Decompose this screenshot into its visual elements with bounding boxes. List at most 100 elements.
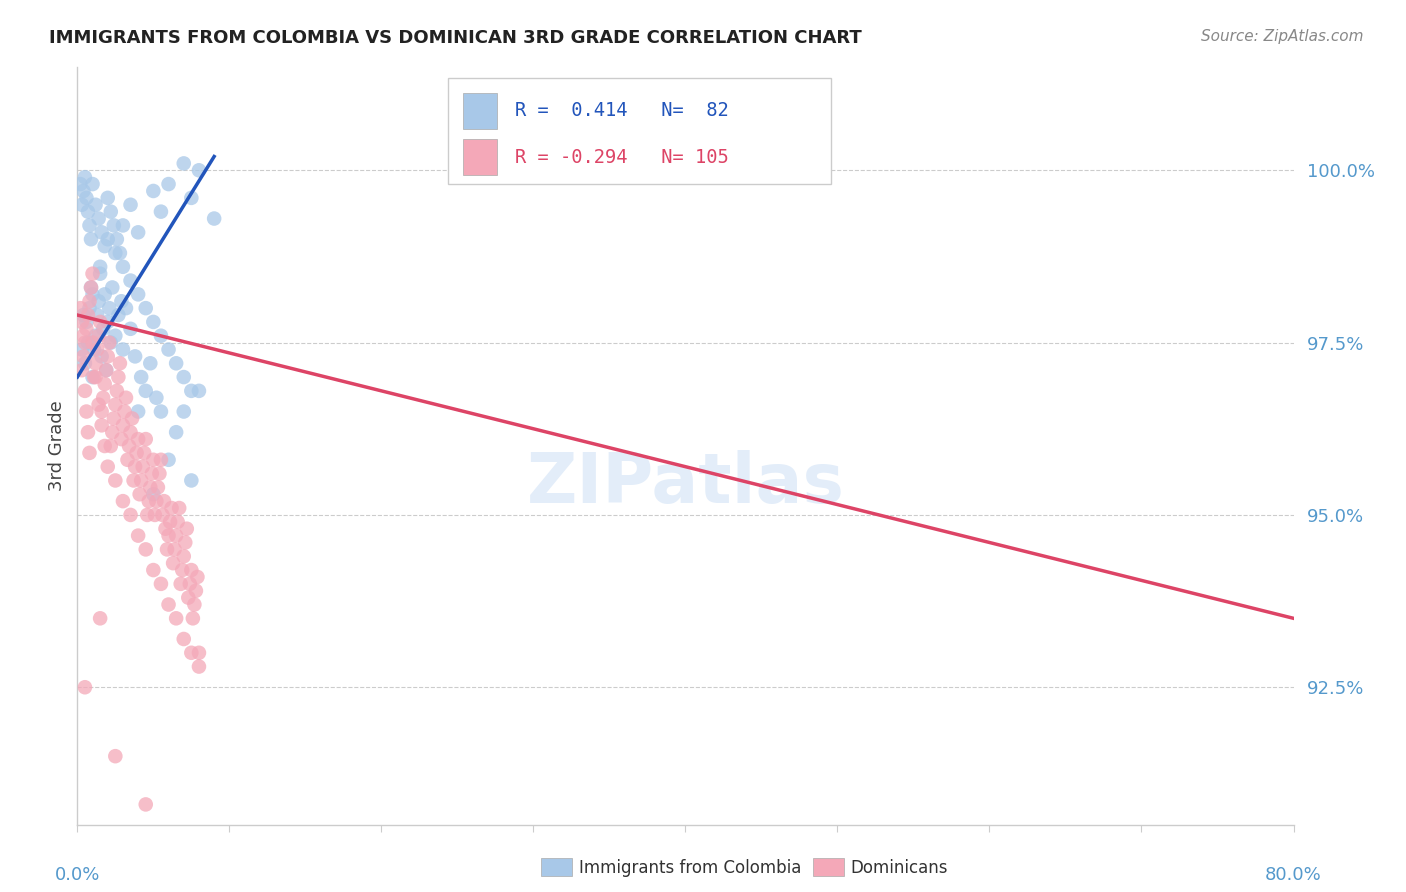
Point <box>156 542 179 557</box>
Point <box>127 404 149 418</box>
Point <box>162 556 184 570</box>
Point <box>72 308 94 322</box>
Point <box>173 404 195 418</box>
Point <box>153 494 176 508</box>
Point <box>93 439 115 453</box>
Point <box>145 494 167 508</box>
Point <box>188 646 211 660</box>
Point <box>87 294 110 309</box>
Point <box>115 391 138 405</box>
Point <box>117 452 139 467</box>
Point <box>142 184 165 198</box>
Point <box>157 343 180 357</box>
Point <box>101 425 124 440</box>
Point <box>181 611 204 625</box>
Point <box>149 452 172 467</box>
Point <box>128 487 150 501</box>
Text: ZIPatlas: ZIPatlas <box>526 450 845 517</box>
Point <box>90 404 112 418</box>
Point <box>180 384 202 398</box>
Point <box>120 425 142 440</box>
Point <box>184 583 207 598</box>
Point <box>103 219 125 233</box>
Point <box>84 198 107 212</box>
Point <box>124 350 146 364</box>
Point <box>160 501 183 516</box>
Point <box>180 563 202 577</box>
FancyBboxPatch shape <box>463 139 496 176</box>
Point <box>103 411 125 425</box>
Point <box>104 398 127 412</box>
Point <box>167 501 190 516</box>
Point <box>202 211 225 226</box>
Point <box>125 446 148 460</box>
Point <box>108 356 131 370</box>
Point <box>84 356 107 370</box>
Point <box>72 350 94 364</box>
Point <box>188 659 211 673</box>
Point <box>97 315 120 329</box>
Point <box>142 487 165 501</box>
Point <box>118 439 141 453</box>
Point <box>79 294 101 309</box>
Point <box>149 204 172 219</box>
Point <box>135 301 157 315</box>
Point <box>89 260 111 274</box>
Point <box>75 191 97 205</box>
Point <box>82 370 104 384</box>
Text: Source: ZipAtlas.com: Source: ZipAtlas.com <box>1201 29 1364 44</box>
Text: Immigrants from Colombia: Immigrants from Colombia <box>579 859 801 877</box>
Point <box>179 577 201 591</box>
Point <box>104 749 127 764</box>
Point <box>73 680 96 694</box>
Point <box>104 474 127 488</box>
Point <box>82 287 104 301</box>
Point <box>105 232 128 246</box>
Point <box>96 363 118 377</box>
Point <box>188 384 211 398</box>
Point <box>138 494 160 508</box>
Point <box>107 308 129 322</box>
Point <box>134 446 156 460</box>
Point <box>105 384 128 398</box>
Point <box>110 294 132 309</box>
Point <box>163 542 186 557</box>
Point <box>87 211 110 226</box>
Point <box>136 508 159 522</box>
Point <box>86 308 108 322</box>
Point <box>79 301 101 315</box>
Point <box>135 432 157 446</box>
Point <box>121 411 143 425</box>
Point <box>75 315 97 329</box>
Point <box>114 404 136 418</box>
Point <box>75 404 97 418</box>
FancyBboxPatch shape <box>449 78 831 185</box>
Point <box>157 528 180 542</box>
Point <box>101 280 124 294</box>
Point <box>146 480 169 494</box>
Point <box>87 398 110 412</box>
Point <box>142 563 165 577</box>
Point <box>172 563 194 577</box>
Point <box>149 328 172 343</box>
Point <box>180 474 202 488</box>
Point <box>70 315 93 329</box>
Point <box>70 198 93 212</box>
Y-axis label: 3rd Grade: 3rd Grade <box>48 401 66 491</box>
Point <box>100 335 122 350</box>
Point <box>157 452 180 467</box>
Point <box>176 522 198 536</box>
Point <box>93 239 115 253</box>
Point <box>143 508 166 522</box>
Point <box>100 439 122 453</box>
Point <box>98 335 121 350</box>
Point <box>79 219 101 233</box>
Point <box>77 308 100 322</box>
Point <box>107 370 129 384</box>
Point <box>122 474 145 488</box>
Point <box>173 156 195 170</box>
Point <box>174 535 197 549</box>
Point <box>82 335 104 350</box>
Point <box>104 328 127 343</box>
Point <box>139 480 162 494</box>
